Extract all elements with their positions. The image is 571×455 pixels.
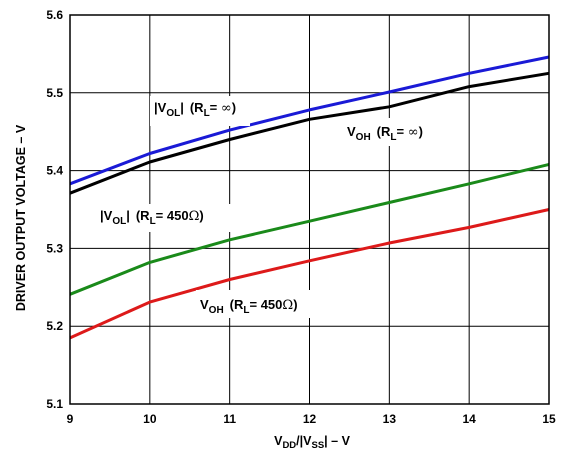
y-tick-label: 5.5 [46,86,63,100]
y-tick-label: 5.2 [46,319,63,333]
series-line-0 [69,55,550,186]
annotation-voh-inf: VOH (RL= ∞) [344,118,444,146]
series-group [69,55,550,340]
y-tick-labels: 5.1 5.2 5.3 5.4 5.5 5.6 [46,8,63,411]
svg-text:|VOL|(RL= 450Ω): |VOL| (RL= 450Ω) [100,208,204,227]
y-tick-label: 5.3 [46,241,63,255]
grid [70,15,549,404]
annotation-vol-inf: |VOL| (RL= ∞) [150,96,250,126]
series-line-3 [69,208,550,340]
x-tick-label: 15 [542,412,556,426]
svg-text:|VOL|(RL= ∞): |VOL| (RL= ∞) [154,100,236,119]
svg-text:VOH(RL= ∞): VOH (RL= ∞) [347,124,423,143]
x-tick-label: 11 [223,412,236,426]
x-tick-label: 13 [383,412,397,426]
annotation-vol-450: |VOL| (RL= 450Ω) [96,204,244,232]
x-tick-labels: 9 10 11 12 13 14 15 [67,412,556,426]
x-axis-title: VDD/|VSS| – V [274,434,350,451]
y-axis-title: DRIVER OUTPUT VOLTAGE – V [14,124,28,311]
annotation-voh-450: VOH (RL= 450Ω) [196,290,328,318]
y-tick-label: 5.6 [46,8,63,22]
svg-text:VOH(RL= 450Ω): VOH (RL= 450Ω) [200,297,298,316]
series-line-2 [69,162,550,296]
series-line-1 [69,71,550,195]
x-tick-label: 10 [143,412,157,426]
x-tick-label: 12 [303,412,317,426]
x-tick-label: 14 [462,412,476,426]
plot-frame [69,14,550,405]
y-tick-label: 5.4 [46,164,63,178]
y-tick-label: 5.1 [46,397,63,411]
x-tick-label: 9 [67,412,74,426]
